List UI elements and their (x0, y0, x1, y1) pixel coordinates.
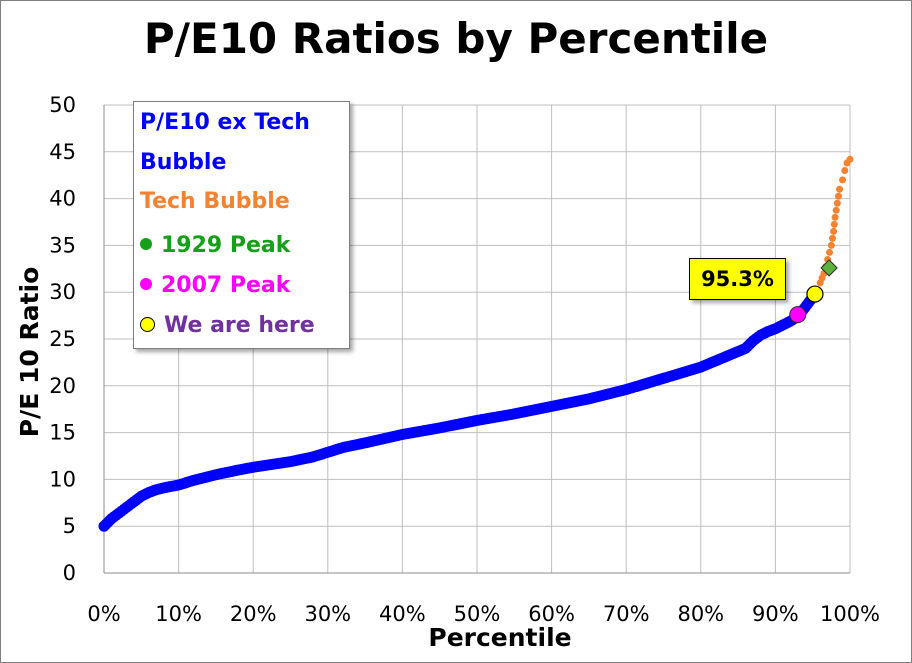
legend-label: We are here (164, 313, 315, 338)
legend: P/E10 ex Tech Bubble Tech Bubble 1929 Pe… (133, 101, 350, 349)
data-point (836, 185, 844, 193)
y-tick-label: 10 (49, 467, 76, 491)
x-tick-label: 70% (603, 602, 650, 626)
current-position-marker (806, 285, 824, 303)
percentile-callout: 95.3% (689, 258, 786, 300)
y-tick-label: 40 (49, 187, 76, 211)
legend-item-here: We are here (140, 313, 315, 338)
data-point (827, 241, 835, 249)
data-point (830, 227, 838, 235)
data-point (828, 234, 836, 242)
x-tick-label: 90% (752, 602, 799, 626)
x-tick-label: 20% (230, 602, 277, 626)
data-point (830, 220, 838, 228)
y-tick-label: 50 (49, 93, 76, 117)
y-tick-label: 35 (49, 233, 76, 257)
x-tick-label: 50% (454, 602, 501, 626)
data-point (833, 199, 841, 207)
data-point (825, 248, 833, 256)
data-point (846, 155, 854, 163)
x-tick-label: 40% (379, 602, 426, 626)
x-axis-title: Percentile (428, 623, 571, 652)
yellow-dot-icon (140, 316, 155, 332)
y-tick-label: 20 (49, 374, 76, 398)
legend-item-tech-bubble: Tech Bubble (140, 189, 290, 214)
data-point (834, 192, 842, 200)
y-axis-title: P/E 10 Ratio (15, 267, 44, 438)
legend-item-ex-tech-cont: Bubble (140, 150, 226, 175)
legend-label: Bubble (140, 150, 227, 175)
x-tick-label: 10% (155, 602, 202, 626)
legend-label: P/E10 ex Tech (140, 110, 310, 135)
data-point (832, 206, 840, 214)
peak-2007-marker (789, 306, 807, 324)
tick-labels: 0% 10% 20% 30% 40% 50% 60% 70% 80% 90% 100% 0 5 10 15 2… (49, 93, 880, 626)
y-tick-label: 30 (49, 280, 76, 304)
data-point (831, 213, 839, 221)
highlight-markers (789, 259, 838, 324)
y-tick-label: 15 (49, 421, 76, 445)
x-tick-label: 100% (820, 602, 880, 626)
x-tick-label: 30% (304, 602, 351, 626)
x-tick-label: 60% (528, 602, 575, 626)
legend-label: 2007 Peak (161, 273, 291, 298)
series-markers (98, 155, 854, 532)
legend-item-1929: 1929 Peak (140, 233, 290, 258)
y-tick-label: 45 (49, 140, 76, 164)
chart-title: P/E10 Ratios by Percentile (143, 14, 769, 63)
magenta-dot-icon (140, 278, 152, 290)
data-point (841, 167, 849, 175)
legend-label: 1929 Peak (161, 233, 291, 258)
y-tick-label: 5 (63, 514, 76, 538)
x-tick-label: 0% (87, 602, 120, 626)
legend-item-ex-tech: P/E10 ex Tech (140, 110, 310, 135)
data-point (839, 176, 847, 184)
y-tick-label: 0 (63, 561, 76, 585)
y-tick-label: 25 (49, 327, 76, 351)
x-tick-label: 80% (677, 602, 724, 626)
peak-1929-marker (820, 259, 838, 277)
legend-item-2007: 2007 Peak (140, 273, 290, 298)
green-dot-icon (140, 238, 152, 250)
legend-label: Tech Bubble (140, 189, 290, 214)
